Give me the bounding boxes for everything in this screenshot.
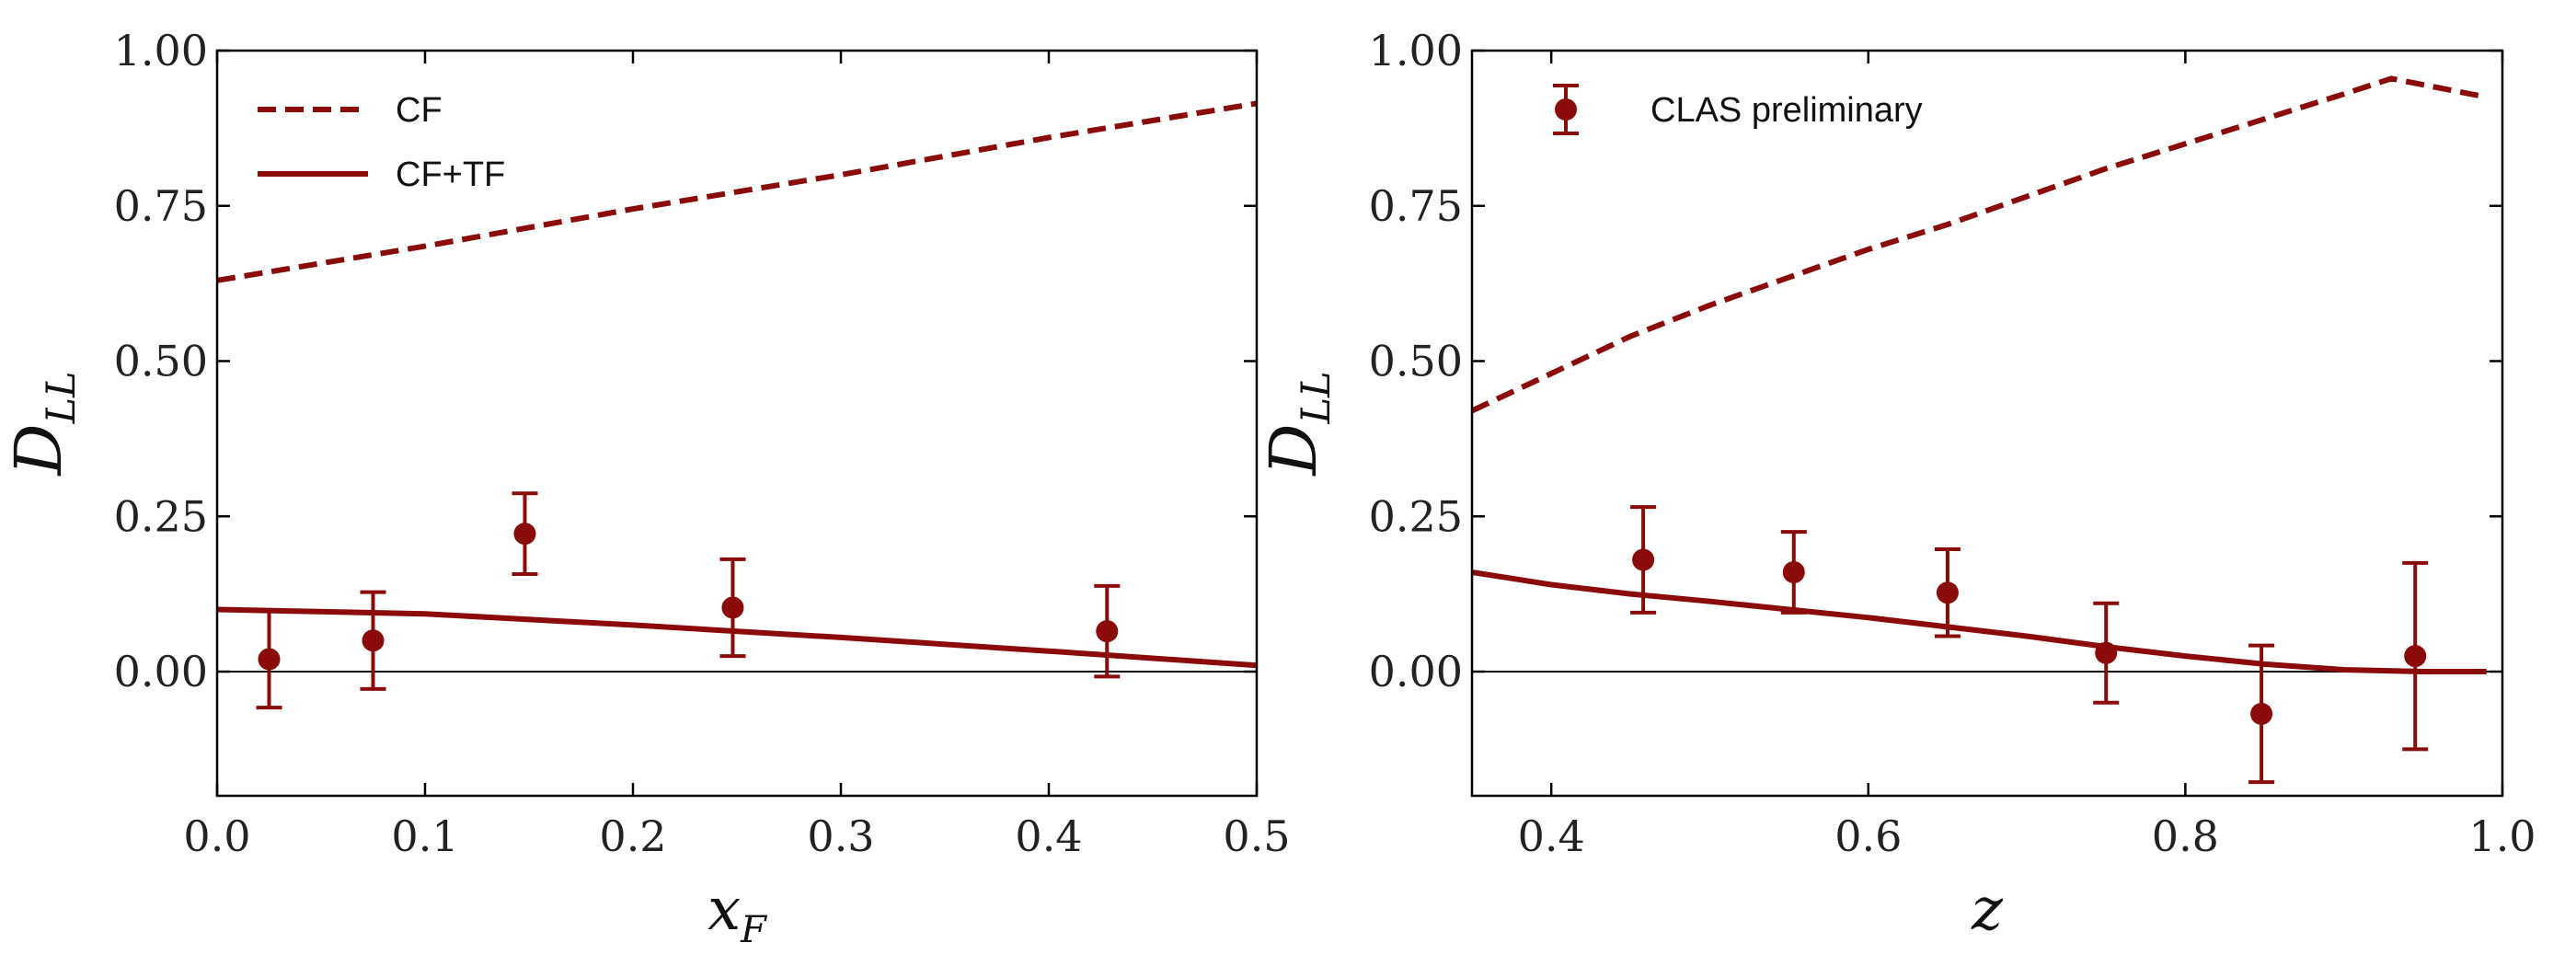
data-marker (1632, 548, 1655, 571)
data-marker (513, 523, 536, 546)
x-tick-label: 0.6 (1834, 811, 1902, 861)
data-marker (1782, 561, 1805, 583)
y-tick-label: 0.25 (114, 491, 208, 541)
x-tick-label: 0.8 (2152, 811, 2219, 861)
x-tick-label: 0.2 (599, 811, 666, 861)
y-tick-label: 1.00 (1369, 26, 1463, 75)
solid-curve-2 (216, 606, 1258, 669)
chart-2: 0.4 0.6 0.8 1.0 0.00 0.25 0.50 0.75 1.00 z DLL CLAS… (1256, 26, 2536, 944)
legend-label: CLAS preliminary (1650, 91, 1923, 130)
x-tick-label: 0.0 (183, 811, 250, 861)
data-marker (362, 629, 385, 652)
x-axis-title: xF (707, 876, 767, 951)
legend-label: CF+TF (396, 155, 505, 194)
y-tick-label: 0.50 (114, 337, 208, 386)
x-tick-label: 0.4 (1518, 811, 1585, 861)
y-tick-label: 0.00 (114, 647, 208, 696)
data-point-3 (512, 491, 538, 577)
legend: CF CF+TF (258, 91, 505, 194)
data-point-1 (256, 608, 282, 710)
y-tick-label: 0.50 (1369, 337, 1463, 386)
x-axis-title: z (1971, 876, 2004, 944)
x-tick-label: 0.3 (807, 811, 874, 861)
data-marker (258, 648, 281, 671)
data-marker (1096, 620, 1119, 643)
y-tick-label: 0.75 (114, 181, 208, 231)
data-point-2 (360, 590, 386, 691)
y-tick-label: 0.25 (1369, 491, 1463, 541)
chart-1: 0.0 0.1 0.2 0.3 0.4 0.5 0.00 0.25 0.50 0.75 1.00 xF… (1, 26, 1291, 951)
y-tick-label: 1.00 (114, 26, 208, 75)
data-point-5 (2248, 643, 2275, 785)
x-tick-label: 0.1 (391, 811, 458, 861)
plot-frame (215, 49, 1259, 798)
data-point-4 (719, 557, 746, 659)
legend-label: CF (396, 91, 443, 130)
solid-curve-2 (1471, 569, 2487, 674)
data-point-1 (1630, 505, 1657, 615)
y-axis-title: DLL (1256, 371, 1340, 477)
data-marker (2095, 641, 2118, 664)
dashed-curve-1 (216, 100, 1258, 283)
data-marker (1936, 581, 1959, 604)
legend-marker (1555, 98, 1577, 121)
data-point-5 (1094, 583, 1121, 679)
data-point-6 (2402, 560, 2429, 752)
y-tick-label: 0.75 (1369, 181, 1463, 231)
x-tick-label: 0.5 (1223, 811, 1290, 861)
x-tick-label: 0.4 (1015, 811, 1082, 861)
data-point-3 (1934, 547, 1961, 638)
x-tick-label: 1.0 (2468, 811, 2536, 861)
y-tick-label: 0.00 (1369, 647, 1463, 696)
plot-frame (1470, 49, 2504, 798)
y-axis-title: DLL (1, 371, 85, 477)
data-marker (2404, 645, 2427, 668)
data-point-2 (1780, 530, 1807, 615)
data-point-4 (2093, 601, 2120, 705)
data-marker (721, 596, 744, 619)
legend: CLAS preliminary (1553, 84, 1923, 135)
dashed-curve-1 (1470, 75, 2488, 414)
data-marker (2250, 702, 2273, 725)
